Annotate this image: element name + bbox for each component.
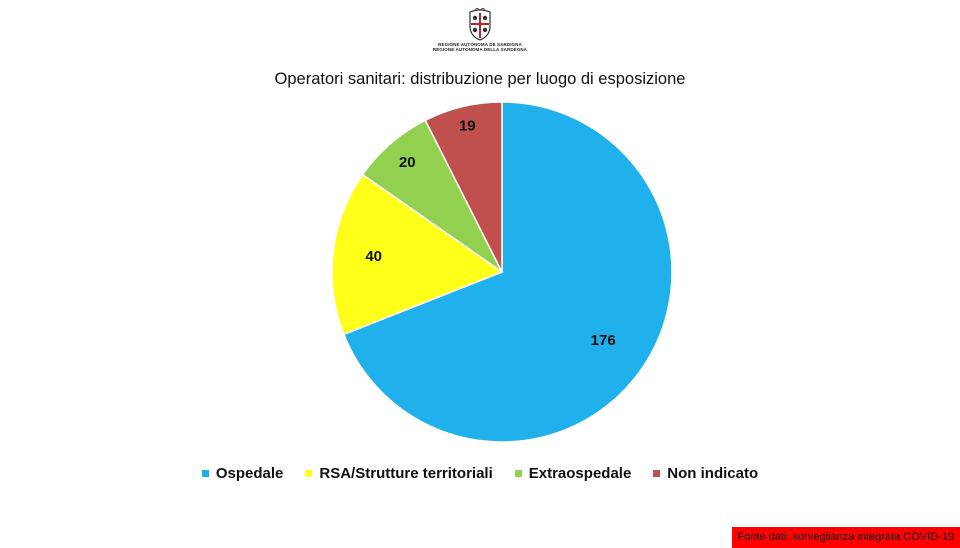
logo-text-italian: REGIONE AUTONOMA DELLA SARDEGNA [432,47,528,52]
legend-swatch [653,470,661,477]
legend-label: Ospedale [215,465,284,482]
data-label-non-indicato: 19 [459,117,476,134]
logo-text-sardinian: REGIONE AUTÒNOMA DE SARDIGNA [438,42,522,47]
legend-swatch [305,470,313,477]
legend-item-non-indicato: Non indicato [653,465,758,482]
region-crest-icon [469,8,491,41]
data-label-rsa-strutture-territoriali: 40 [365,248,382,265]
chart-title: Operatori sanitari: distribuzione per lu… [274,70,686,88]
data-label-extraospedale: 20 [399,154,416,171]
legend-label: Extraospedale [528,465,632,482]
region-logo: REGIONE AUTÒNOMA DE SARDIGNA REGIONE AUT… [430,8,530,64]
legend-label: RSA/Strutture territoriali [319,465,493,482]
legend-item-ospedale: Ospedale [201,465,284,482]
legend-item-extraospedale: Extraospedale [514,465,632,482]
legend-swatch [514,470,522,477]
pie-slice-rsa-strutture-territoriali [331,173,504,336]
legend-item-rsa-strutture-territoriali: RSA/Strutture territoriali [305,465,493,482]
legend-swatch [201,470,209,477]
chart-legend: Ospedale RSA/Strutture territoriali Extrao… [0,465,960,482]
pie-slice-ospedale [342,101,673,443]
source-note: Fonte dati: sorveglianza integrata COVID… [731,527,960,548]
pie-slice-non-indicato [424,101,503,273]
data-label-ospedale: 176 [591,332,616,349]
legend-label: Non indicato [667,465,759,482]
